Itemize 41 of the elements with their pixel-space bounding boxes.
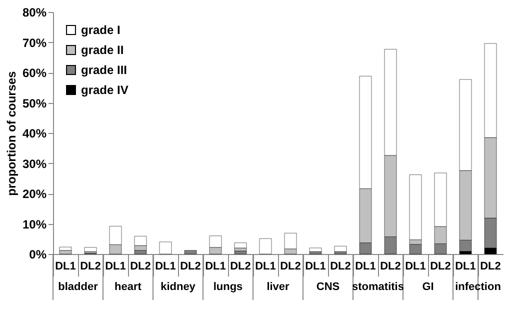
legend-label: grade IV <box>81 83 128 97</box>
text: CNS <box>316 281 340 293</box>
x-tick-label: DL2 <box>430 260 451 272</box>
y-tick-label: 60% <box>22 66 47 80</box>
x-tick-label: DL1 <box>305 260 326 272</box>
x-tick-label: DL2 <box>80 260 101 272</box>
y-axis-title: proportion of courses <box>4 70 18 196</box>
text: kidney <box>160 281 196 293</box>
y-tick-label: 20% <box>22 187 47 201</box>
text: lungs <box>213 281 243 293</box>
x-tick-label: DL1 <box>405 260 426 272</box>
y-tick-label: 70% <box>22 36 47 50</box>
legend-label: grade II <box>81 43 124 57</box>
y-tick-label: 80% <box>22 6 47 20</box>
x-tick-label: DL2 <box>230 260 251 272</box>
text: infection <box>455 281 502 293</box>
x-tick-label: DL1 <box>255 260 276 272</box>
x-tick-label: DL2 <box>280 260 301 272</box>
legend-label: grade I <box>81 23 120 37</box>
y-tick-label: 40% <box>22 126 47 140</box>
x-tick-label: DL1 <box>105 260 126 272</box>
x-tick-label: DL2 <box>130 260 151 272</box>
x-tick-label: DL1 <box>205 260 226 272</box>
x-tick-label: DL1 <box>355 260 376 272</box>
text: heart <box>114 281 142 293</box>
x-tick-label: DL2 <box>330 260 351 272</box>
legend-label: grade III <box>81 63 128 77</box>
x-tick-label: DL2 <box>380 260 401 272</box>
text: liver <box>266 281 290 293</box>
x-tick-label: DL2 <box>480 260 501 272</box>
x-tick-label: DL1 <box>55 260 76 272</box>
y-tick-label: 30% <box>22 156 47 171</box>
text: bladder <box>58 281 99 293</box>
text: GI <box>422 281 434 293</box>
text: stomatitis <box>352 281 404 293</box>
y-tick-label: 10% <box>22 217 47 232</box>
y-tick-label: 50% <box>22 96 47 110</box>
x-tick-label: DL2 <box>180 260 201 272</box>
x-tick-label: DL1 <box>155 260 176 272</box>
x-tick-label: DL1 <box>455 260 476 272</box>
y-tick-label: 0% <box>29 248 47 262</box>
